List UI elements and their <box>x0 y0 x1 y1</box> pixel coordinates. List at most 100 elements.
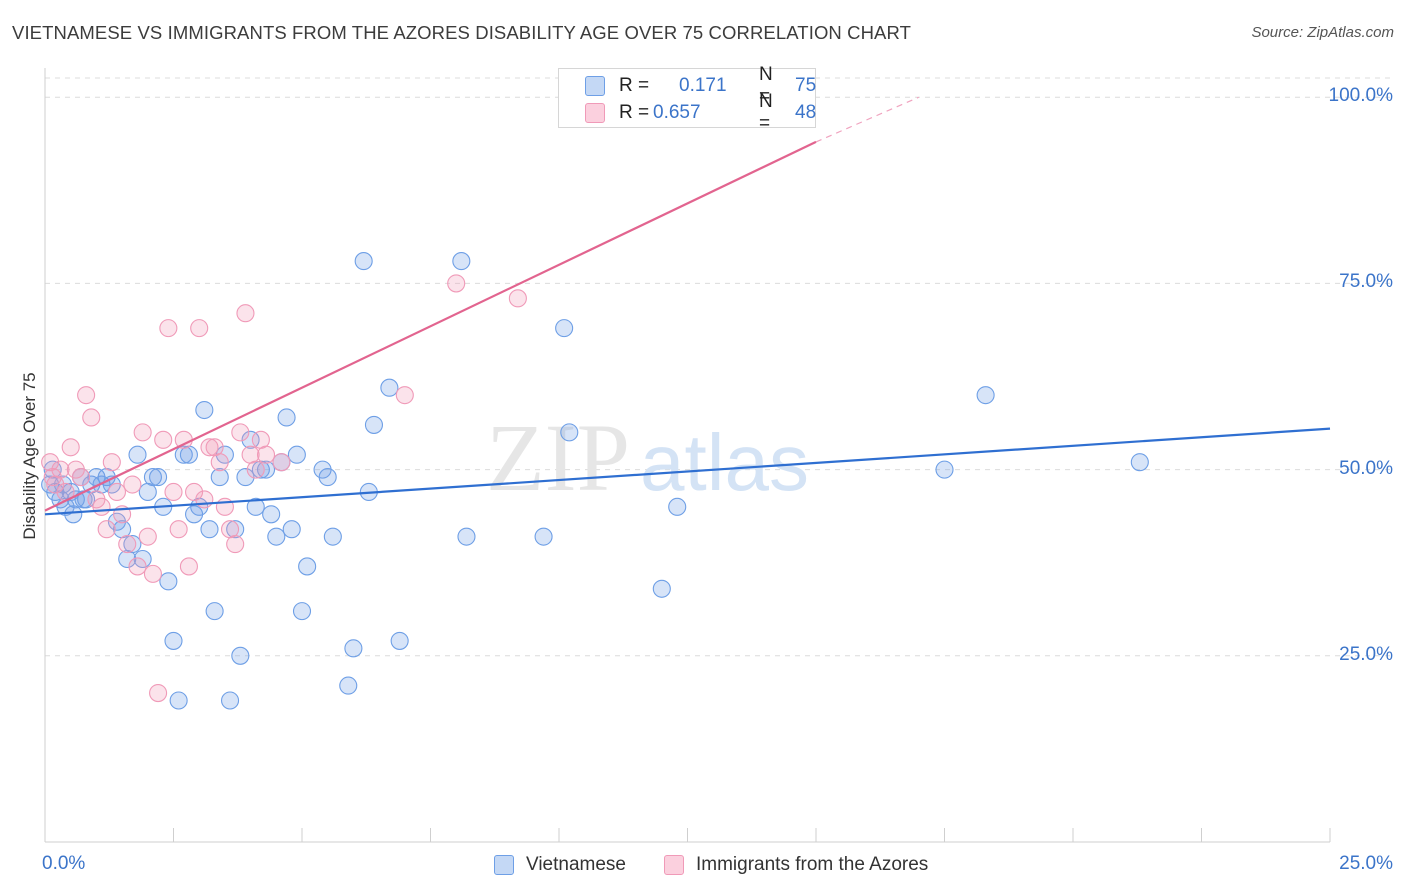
legend-item-azores[interactable]: Immigrants from the Azores <box>664 852 928 878</box>
x-tick-label-max: 25.0% <box>1339 853 1393 874</box>
azores-point-41 <box>246 460 265 479</box>
azores-n-value: 48 <box>795 102 817 123</box>
chart-title: VIETNAMESE VS IMMIGRANTS FROM THE AZORES… <box>12 22 912 43</box>
vietnamese-point-55 <box>344 639 363 658</box>
azores-point-26 <box>169 520 188 539</box>
data-points <box>41 252 1149 710</box>
azores-point-13 <box>102 453 121 472</box>
n-label: N = <box>759 64 773 107</box>
vietnamese-point-42 <box>256 460 276 479</box>
vietnamese-point-53 <box>323 527 342 546</box>
vietnamese-r-value: 0.171 <box>679 75 727 96</box>
azores-trend-extension <box>815 96 920 143</box>
azores-point-0 <box>41 453 60 472</box>
y-tick-label-25: 25.0% <box>1339 643 1393 665</box>
vietnamese-point-56 <box>354 252 373 271</box>
azores-point-46 <box>447 274 466 293</box>
azores-point-37 <box>226 535 245 554</box>
vietnamese-point-67 <box>668 497 687 516</box>
vietnamese-point-46 <box>277 408 296 427</box>
r-label: R = <box>619 75 650 96</box>
vietnamese-point-17 <box>128 445 147 464</box>
vietnamese-point-65 <box>560 423 579 442</box>
vietnamese-point-59 <box>380 378 399 397</box>
vietnamese-trend-line <box>44 427 1331 516</box>
azores-point-16 <box>118 535 137 554</box>
grid-lines <box>45 77 1390 657</box>
azores-point-1 <box>43 468 62 487</box>
azores-point-9 <box>82 408 101 427</box>
series-legend: Vietnamese Immigrants from the Azores <box>0 852 1406 878</box>
azores-point-18 <box>128 557 147 576</box>
y-tick-label-75: 75.0% <box>1339 271 1393 293</box>
vietnamese-point-16 <box>123 535 142 554</box>
vietnamese-point-66 <box>652 579 671 598</box>
vietnamese-point-30 <box>195 400 214 420</box>
vietnamese-point-48 <box>287 445 306 464</box>
vietnamese-point-63 <box>534 527 553 546</box>
azores-point-20 <box>138 527 157 546</box>
azores-point-22 <box>149 683 168 703</box>
legend-item-vietnamese[interactable]: Vietnamese <box>494 852 626 878</box>
azores-point-8 <box>77 386 96 405</box>
vietnamese-swatch <box>585 76 605 96</box>
vietnamese-point-61 <box>452 252 471 271</box>
vietnamese-point-68 <box>935 460 954 479</box>
n-label: N = <box>759 91 773 134</box>
vietnamese-point-35 <box>220 691 240 710</box>
azores-point-31 <box>195 490 214 509</box>
vietnamese-point-25 <box>169 691 188 710</box>
vietnamese-legend-swatch <box>494 855 514 875</box>
azores-point-32 <box>200 438 219 457</box>
y-axis-label: Disability Age Over 75 <box>20 372 39 540</box>
vietnamese-point-47 <box>282 520 301 539</box>
chart-source: Source: ZipAtlas.com <box>1251 24 1394 41</box>
y-tick-label-50: 50.0% <box>1339 457 1393 479</box>
vietnamese-point-54 <box>339 676 358 695</box>
vietnamese-point-44 <box>267 527 286 546</box>
azores-point-24 <box>159 319 178 338</box>
vietnamese-point-71 <box>43 460 62 479</box>
azores-point-28 <box>179 557 198 576</box>
azores-point-17 <box>123 475 142 494</box>
azores-point-39 <box>236 304 255 323</box>
vietnamese-point-24 <box>164 631 183 650</box>
azores-point-11 <box>92 497 111 516</box>
azores-point-38 <box>231 423 250 442</box>
vietnamese-point-37 <box>231 646 250 665</box>
vietnamese-point-32 <box>205 602 224 621</box>
vietnamese-point-26 <box>174 445 193 464</box>
legend-label-vietnamese: Vietnamese <box>526 854 626 875</box>
x-tick-label-min: 0.0% <box>42 853 86 874</box>
azores-legend-swatch <box>664 855 684 875</box>
azores-point-19 <box>133 423 152 442</box>
vietnamese-point-64 <box>555 319 574 338</box>
vietnamese-point-60 <box>390 631 409 650</box>
vietnamese-point-38 <box>236 468 255 487</box>
vietnamese-point-21 <box>149 468 168 487</box>
vietnamese-point-33 <box>210 468 229 487</box>
azores-point-34 <box>210 453 229 472</box>
vietnamese-point-31 <box>200 520 219 539</box>
stats-legend: R = 0.171 N = 75 R = 0.657 N = 48 <box>558 64 817 134</box>
azores-r-value: 0.657 <box>653 102 701 123</box>
watermark-atlas: atlas <box>640 418 809 507</box>
vietnamese-point-40 <box>246 497 265 516</box>
vietnamese-point-58 <box>364 415 384 434</box>
azores-point-23 <box>154 430 173 449</box>
azores-point-45 <box>395 386 414 405</box>
azores-point-14 <box>107 482 127 502</box>
y-tick-label-100: 100.0% <box>1328 85 1393 107</box>
vietnamese-point-73 <box>64 505 83 524</box>
vietnamese-point-23 <box>159 572 178 591</box>
trend-lines <box>44 96 1331 516</box>
azores-point-3 <box>51 460 70 479</box>
vietnamese-point-20 <box>143 468 162 487</box>
azores-point-12 <box>97 520 116 539</box>
vietnamese-n-value: 75 <box>795 75 817 96</box>
r-label: R = <box>619 102 650 123</box>
vietnamese-point-39 <box>241 430 260 449</box>
vietnamese-point-62 <box>457 527 476 546</box>
vietnamese-point-43 <box>262 505 281 524</box>
